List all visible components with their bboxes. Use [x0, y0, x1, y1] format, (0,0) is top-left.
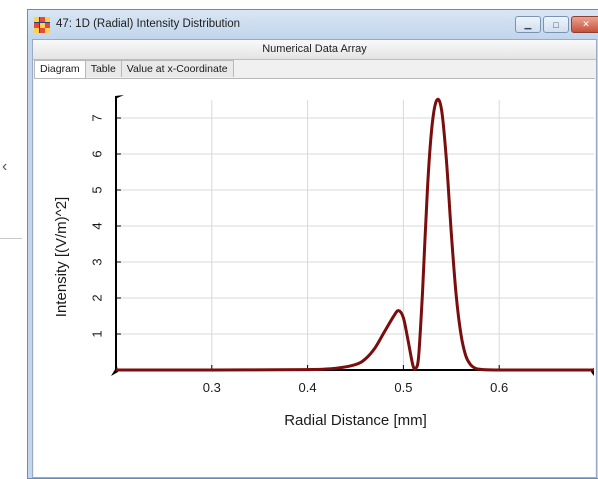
maximize-icon: □: [553, 19, 559, 30]
y-tick-label: 4: [90, 222, 105, 229]
window-title: 47: 1D (Radial) Intensity Distribution: [56, 18, 241, 30]
maximize-button[interactable]: □: [543, 16, 569, 33]
desktop-edge-glyph: ‹: [2, 158, 8, 175]
series-layer: [115, 97, 594, 372]
y-tick-label: 5: [90, 186, 105, 193]
x-tick-label: 0.4: [299, 380, 317, 395]
window-content: Numerical Data Array Diagram Table Value…: [32, 39, 597, 478]
tab-value-at-x-coordinate[interactable]: Value at x-Coordinate: [120, 60, 234, 77]
minimize-button[interactable]: ▁: [515, 16, 541, 33]
y-axis-label: Intensity [(V/m)^2]: [53, 197, 70, 317]
y-tick-label: 1: [90, 330, 105, 337]
x-tick-label: 0.3: [203, 380, 221, 395]
y-tick-label: 7: [90, 114, 105, 121]
panel-subtitle: Numerical Data Array: [33, 40, 596, 60]
minimize-icon: ▁: [524, 19, 532, 29]
x-tick-label: 0.6: [490, 380, 508, 395]
tab-diagram[interactable]: Diagram: [34, 60, 86, 78]
intensity-chart: 0.3 0.4 0.5 0.6 1 2 3 4 5 6 7 Radial Distance [mm]…: [53, 95, 594, 429]
y-axis-arrow: [115, 95, 124, 99]
y-tick-label: 3: [90, 258, 105, 265]
y-tick-label: 2: [90, 294, 105, 301]
intensity-series-line: [115, 97, 594, 372]
close-icon: ✕: [582, 19, 590, 29]
title-bar[interactable]: 47: 1D (Radial) Intensity Distribution ▁…: [28, 10, 598, 39]
x-axis-label: Radial Distance [mm]: [284, 412, 427, 429]
data-array-window: 47: 1D (Radial) Intensity Distribution ▁…: [27, 9, 598, 479]
y-tick-label: 6: [90, 150, 105, 157]
tab-table[interactable]: Table: [84, 60, 122, 77]
desktop-edge-line: [0, 238, 22, 239]
diagram-panel: 0.3 0.4 0.5 0.6 1 2 3 4 5 6 7 Radial Distance [mm]…: [34, 78, 595, 477]
ticks-layer: 0.3 0.4 0.5 0.6 1 2 3 4 5 6 7: [90, 114, 509, 395]
tab-bar: Diagram Table Value at x-Coordinate: [34, 60, 234, 78]
x-tick-label: 0.5: [394, 380, 412, 395]
app-icon: [34, 17, 50, 33]
window-controls: ▁ □ ✕: [515, 16, 598, 35]
grid-layer: [116, 100, 594, 370]
close-button[interactable]: ✕: [571, 16, 598, 33]
